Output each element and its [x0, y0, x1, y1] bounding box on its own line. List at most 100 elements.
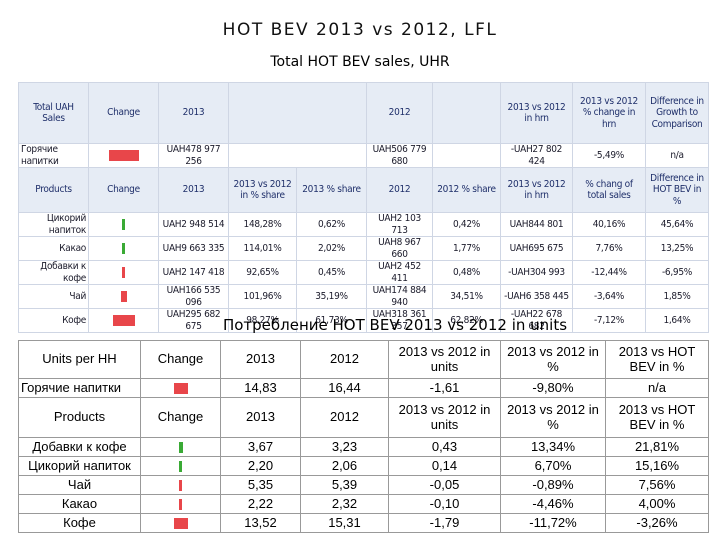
change-indicator — [179, 498, 182, 510]
change-indicator — [112, 314, 135, 326]
cell: UAH2 147 418 — [158, 260, 229, 285]
cell: 7,56% — [605, 475, 709, 495]
cell: n/a — [645, 143, 709, 168]
cell: Difference in HOT BEV in % — [645, 167, 709, 213]
cell: Products — [18, 397, 141, 438]
cell: UAH166 535 096 — [158, 284, 229, 309]
total-row: Горячие напитки UAH478 977 256 UAH506 779 … — [18, 143, 709, 168]
change-indicator — [122, 266, 125, 278]
cell: 7,76% — [572, 236, 646, 261]
cell: Change — [140, 397, 221, 438]
cell: -5,49% — [572, 143, 646, 168]
cell: 2013 % share — [296, 167, 367, 213]
cell: -UAH304 993 — [500, 260, 573, 285]
cell: 2013 vs 2012 in % share — [228, 167, 297, 213]
cell: Units per HH — [18, 340, 141, 379]
cell: -0,10 — [388, 494, 501, 514]
cell: Цикорий напиток — [18, 212, 89, 237]
cell: 148,28% — [228, 212, 297, 237]
cell: 2013 vs 2012 in % — [500, 340, 606, 379]
cell — [88, 260, 159, 285]
cell: 2013 vs 2012 in units — [388, 340, 501, 379]
cell: 35,19% — [296, 284, 367, 309]
cell: 2012 — [300, 397, 389, 438]
change-indicator — [120, 290, 127, 302]
cell: 2013 — [158, 82, 229, 144]
cell: -9,80% — [500, 378, 606, 398]
cell: 2013 vs HOT BEV in % — [605, 397, 709, 438]
cell — [432, 82, 501, 144]
cell: 15,31 — [300, 513, 389, 533]
cell — [140, 475, 221, 495]
cell — [228, 143, 367, 168]
cell: -3,64% — [572, 284, 646, 309]
cell — [140, 456, 221, 476]
change-indicator — [173, 382, 188, 394]
cell: 4,00% — [605, 494, 709, 514]
cell: 15,16% — [605, 456, 709, 476]
cell: UAH478 977 256 — [158, 143, 229, 168]
cell: 3,23 — [300, 437, 389, 457]
header-row: Products Change 2013 2012 2013 vs 2012 in un… — [18, 397, 709, 438]
cell: UAH2 948 514 — [158, 212, 229, 237]
cell: 3,67 — [220, 437, 301, 457]
cell: Кофе — [18, 308, 89, 333]
cell: Добавки к кофе — [18, 437, 141, 457]
cell: Добавки к кофе — [18, 260, 89, 285]
data-row: Цикорий напиток 2,20 2,06 0,14 6,70% 15,16% — [18, 456, 709, 476]
cell: UAH2 452 411 — [366, 260, 433, 285]
cell: UAH318 361 357 — [366, 308, 433, 333]
cell: 2,22 — [220, 494, 301, 514]
cell — [88, 284, 159, 309]
cell: Difference in Growth to Comparison — [645, 82, 709, 144]
cell: 0,43 — [388, 437, 501, 457]
cell: n/a — [605, 378, 709, 398]
data-row: Какао UAH9 663 335 114,01% 2,02% UAH8 967 66… — [18, 236, 709, 261]
cell: % chang of total sales — [572, 167, 646, 213]
cell: 34,51% — [432, 284, 501, 309]
data-row: Чай 5,35 5,39 -0,05 -0,89% 7,56% — [18, 475, 709, 495]
header-row: Units per HH Change 2013 2012 2013 vs 2012 i… — [18, 340, 709, 379]
title: HOT BEV 2013 vs 2012, LFL — [222, 20, 498, 40]
cell: UAH174 884 940 — [366, 284, 433, 309]
cell: 40,16% — [572, 212, 646, 237]
cell — [140, 437, 221, 457]
cell: UAH506 779 680 — [366, 143, 433, 168]
cell — [432, 143, 501, 168]
change-indicator — [122, 242, 125, 254]
cell: 101,96% — [228, 284, 297, 309]
cell: 13,52 — [220, 513, 301, 533]
cell: 1,64% — [645, 308, 709, 333]
data-row: Чай UAH166 535 096 101,96% 35,19% UAH174 884… — [18, 284, 709, 309]
cell — [140, 494, 221, 514]
data-row: Цикорий напиток UAH2 948 514 148,28% 0,62% U… — [18, 212, 709, 237]
change-indicator — [173, 517, 188, 529]
cell: -0,05 — [388, 475, 501, 495]
cell: 2,06 — [300, 456, 389, 476]
cell: -1,79 — [388, 513, 501, 533]
cell: -UAH22 678 682 — [500, 308, 573, 333]
units-table: Units per HH Change 2013 2012 2013 vs 2012 i… — [18, 340, 709, 533]
cell: 1,77% — [432, 236, 501, 261]
cell: 61,73% — [296, 308, 367, 333]
sales-table: Total UAH Sales Change 2013 2012 2013 vs 201… — [18, 82, 709, 333]
cell — [140, 513, 221, 533]
cell: 13,25% — [645, 236, 709, 261]
cell — [88, 236, 159, 261]
cell: -6,95% — [645, 260, 709, 285]
header-row: Products Change 2013 2013 vs 2012 in % shar… — [18, 167, 709, 213]
cell: 2,02% — [296, 236, 367, 261]
cell: -3,26% — [605, 513, 709, 533]
cell: 6,70% — [500, 456, 606, 476]
cell: Change — [88, 167, 159, 213]
cell: 0,48% — [432, 260, 501, 285]
cell: 2012 — [366, 82, 433, 144]
cell: Какао — [18, 494, 141, 514]
cell: Change — [140, 340, 221, 379]
cell: 14,83 — [220, 378, 301, 398]
cell: 114,01% — [228, 236, 297, 261]
cell: 0,42% — [432, 212, 501, 237]
cell: -11,72% — [500, 513, 606, 533]
cell — [228, 82, 367, 144]
cell: -UAH27 802 424 — [500, 143, 573, 168]
